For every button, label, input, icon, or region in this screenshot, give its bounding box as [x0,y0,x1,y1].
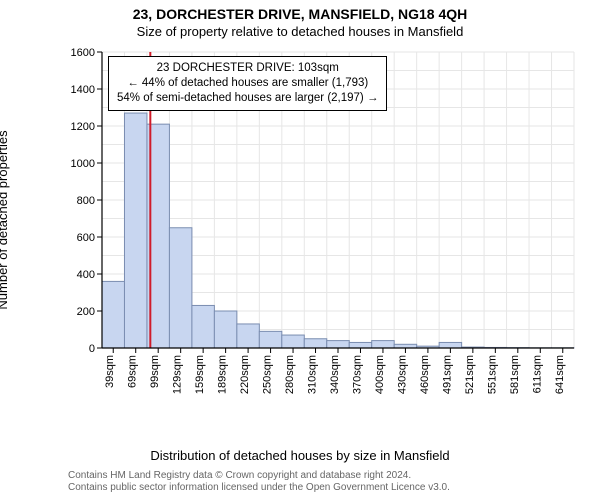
annotation-line-2: ← 44% of detached houses are smaller (1,… [117,76,378,91]
svg-text:800: 800 [77,195,95,207]
annotation-box: 23 DORCHESTER DRIVE: 103sqm ← 44% of det… [108,56,387,111]
svg-text:1400: 1400 [71,84,95,96]
license-line-1: Contains HM Land Registry data © Crown c… [68,470,450,482]
page-title: 23, DORCHESTER DRIVE, MANSFIELD, NG18 4Q… [0,0,600,22]
svg-text:370sqm: 370sqm [351,355,363,394]
svg-text:310sqm: 310sqm [307,355,319,394]
svg-text:1000: 1000 [71,158,95,170]
svg-text:99sqm: 99sqm [149,355,161,388]
svg-text:340sqm: 340sqm [329,355,341,394]
svg-text:220sqm: 220sqm [239,355,251,394]
svg-text:641sqm: 641sqm [554,355,566,394]
svg-text:460sqm: 460sqm [419,355,431,394]
svg-text:39sqm: 39sqm [104,355,116,388]
svg-text:189sqm: 189sqm [217,355,229,394]
svg-text:611sqm: 611sqm [531,355,543,393]
svg-text:200: 200 [77,306,95,318]
svg-text:69sqm: 69sqm [127,355,139,388]
svg-text:430sqm: 430sqm [396,355,408,394]
annotation-line-1: 23 DORCHESTER DRIVE: 103sqm [117,61,378,76]
svg-text:250sqm: 250sqm [262,355,274,394]
annotation-line-3: 54% of semi-detached houses are larger (… [117,91,378,106]
page-subtitle: Size of property relative to detached ho… [0,22,600,39]
svg-text:400sqm: 400sqm [374,355,386,394]
svg-text:491sqm: 491sqm [441,355,453,394]
svg-text:551sqm: 551sqm [486,355,498,394]
svg-text:521sqm: 521sqm [464,355,476,394]
svg-text:600: 600 [77,232,95,244]
svg-text:0: 0 [89,343,95,355]
svg-text:1200: 1200 [71,121,95,133]
svg-text:159sqm: 159sqm [194,355,206,394]
x-axis-label: Distribution of detached houses by size … [0,448,600,463]
license-text: Contains HM Land Registry data © Crown c… [68,470,450,494]
svg-text:581sqm: 581sqm [509,355,521,394]
svg-text:400: 400 [77,269,95,281]
license-line-2: Contains public sector information licen… [68,482,450,494]
y-axis-label: Number of detached properties [0,130,10,309]
svg-text:1600: 1600 [71,48,95,59]
svg-text:280sqm: 280sqm [284,355,296,394]
svg-text:129sqm: 129sqm [172,355,184,394]
